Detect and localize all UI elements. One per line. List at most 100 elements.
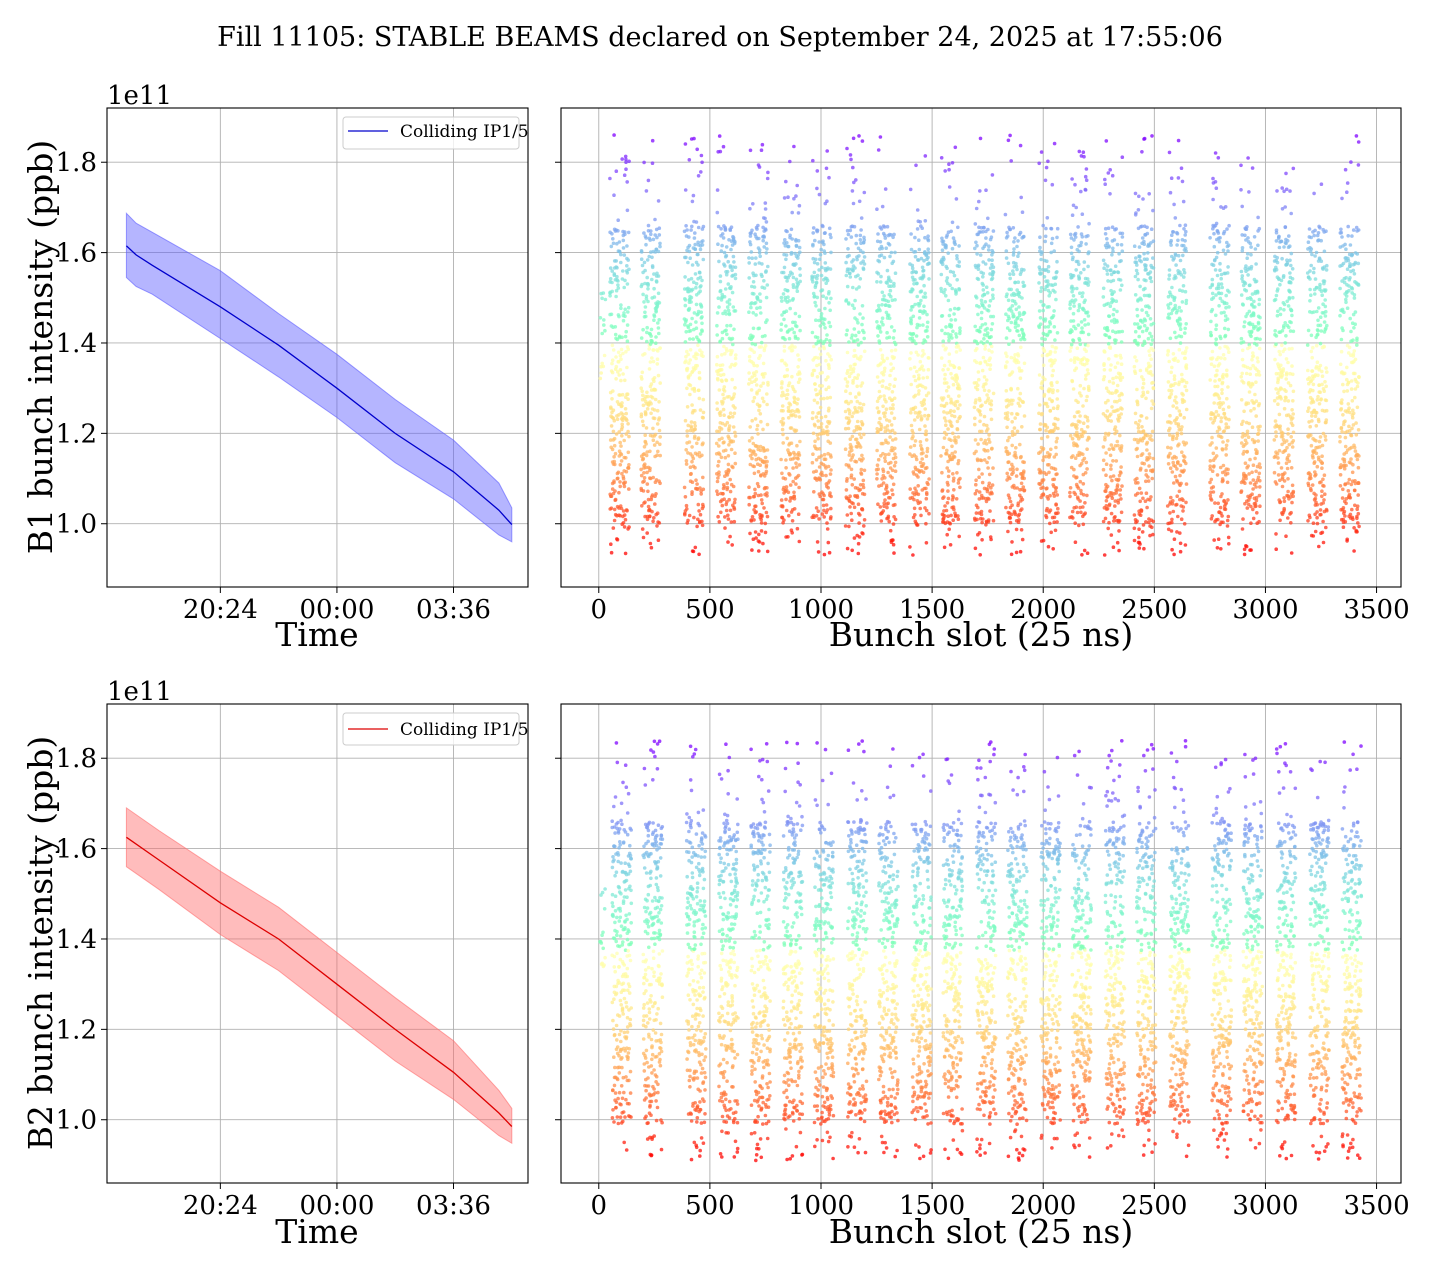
bunch-point xyxy=(1147,192,1151,196)
bunch-point xyxy=(1070,257,1075,262)
bunch-point xyxy=(750,436,754,440)
bunch-point xyxy=(1084,460,1089,465)
bunch-point xyxy=(1145,257,1149,262)
y-tick-label: 1.8 xyxy=(56,148,97,178)
bunch-point xyxy=(730,290,735,295)
bunch-point xyxy=(730,362,734,367)
bunch-point xyxy=(893,342,898,347)
bunch-point xyxy=(881,441,885,446)
bunch-point xyxy=(794,482,798,486)
bunch-point xyxy=(722,385,727,389)
bunch-point xyxy=(849,399,853,404)
bunch-point xyxy=(758,463,762,468)
bunch-point xyxy=(1183,239,1187,243)
bunch-point xyxy=(924,496,929,501)
bunch-point xyxy=(695,441,699,446)
bunch-point xyxy=(753,342,758,347)
bunch-point xyxy=(700,321,704,326)
bunch-point xyxy=(819,425,823,429)
bunch-point xyxy=(939,356,944,360)
bunch-point xyxy=(1107,357,1111,361)
bunch-point xyxy=(640,419,645,424)
bunch-point xyxy=(622,253,627,257)
bunch-point xyxy=(623,517,628,522)
bunch-point xyxy=(853,333,858,338)
bunch-point xyxy=(789,227,794,232)
bunch-point xyxy=(923,424,927,428)
bunch-point xyxy=(822,515,826,519)
bunch-point xyxy=(885,490,890,494)
bunch-point xyxy=(748,531,752,536)
bunch-point xyxy=(1150,134,1154,138)
bunch-point xyxy=(650,339,654,343)
bunch-point xyxy=(1040,342,1044,347)
bunch-point xyxy=(727,298,732,302)
bunch-point xyxy=(757,549,761,553)
bunch-point xyxy=(1171,404,1175,408)
bunch-point xyxy=(908,487,912,491)
bunch-point xyxy=(1077,523,1081,528)
bunch-point xyxy=(883,498,887,502)
bunch-point xyxy=(987,456,991,460)
bunch-point xyxy=(683,142,688,146)
bunch-point xyxy=(717,437,722,442)
bunch-point xyxy=(782,349,787,353)
bunch-point xyxy=(946,489,950,493)
bunch-point xyxy=(725,473,730,477)
bunch-point xyxy=(759,384,763,388)
bunch-point xyxy=(622,285,626,290)
bunch-point xyxy=(793,320,797,325)
bunch-point xyxy=(1180,300,1185,304)
bunch-point xyxy=(1151,468,1155,472)
bunch-point xyxy=(1041,363,1046,368)
bunch-point xyxy=(700,315,704,319)
bunch-point xyxy=(878,394,883,399)
bunch-point xyxy=(1020,507,1024,511)
bunch-point xyxy=(1085,493,1089,498)
bunch-point xyxy=(747,377,752,382)
bunch-point xyxy=(1146,479,1151,483)
bunch-point xyxy=(1114,459,1119,463)
bunch-point xyxy=(757,165,762,169)
bunch-point xyxy=(720,353,724,357)
bunch-point xyxy=(947,313,952,318)
bunch-point xyxy=(854,437,859,442)
bunch-point xyxy=(844,237,848,241)
bunch-point xyxy=(683,298,688,302)
bunch-point xyxy=(941,339,945,344)
bunch-point xyxy=(625,508,629,513)
bunch-point xyxy=(951,495,955,500)
bunch-point xyxy=(797,203,802,208)
bunch-point xyxy=(850,434,855,439)
bunch-point xyxy=(954,438,958,443)
bunch-point xyxy=(748,462,753,467)
bunch-point xyxy=(764,295,769,300)
bunch-point xyxy=(725,349,729,353)
bunch-point xyxy=(1135,263,1139,267)
bunch-point xyxy=(1219,547,1223,551)
bunch-point xyxy=(991,293,995,298)
bunch-point xyxy=(924,521,928,526)
bunch-point xyxy=(696,436,701,440)
bunch-point xyxy=(700,519,704,524)
bunch-point xyxy=(1225,227,1229,231)
bunch-point xyxy=(1102,375,1107,379)
bunch-point xyxy=(1132,513,1137,517)
bunch-point xyxy=(646,223,651,228)
bunch-point xyxy=(1145,326,1150,331)
bunch-point xyxy=(1005,360,1009,364)
bunch-point xyxy=(1056,426,1060,431)
bunch-point xyxy=(724,378,729,383)
bunch-point xyxy=(1149,406,1154,411)
bunch-point xyxy=(1049,447,1053,452)
bunch-point xyxy=(619,347,624,352)
bunch-point xyxy=(1133,293,1138,297)
bunch-point xyxy=(1084,242,1088,246)
bunch-point xyxy=(1008,499,1013,504)
bunch-point xyxy=(765,392,769,396)
bunch-point xyxy=(990,173,995,177)
bunch-point xyxy=(725,420,730,425)
bunch-point xyxy=(693,408,697,413)
bunch-point xyxy=(916,475,920,479)
bunch-point xyxy=(1137,527,1141,531)
